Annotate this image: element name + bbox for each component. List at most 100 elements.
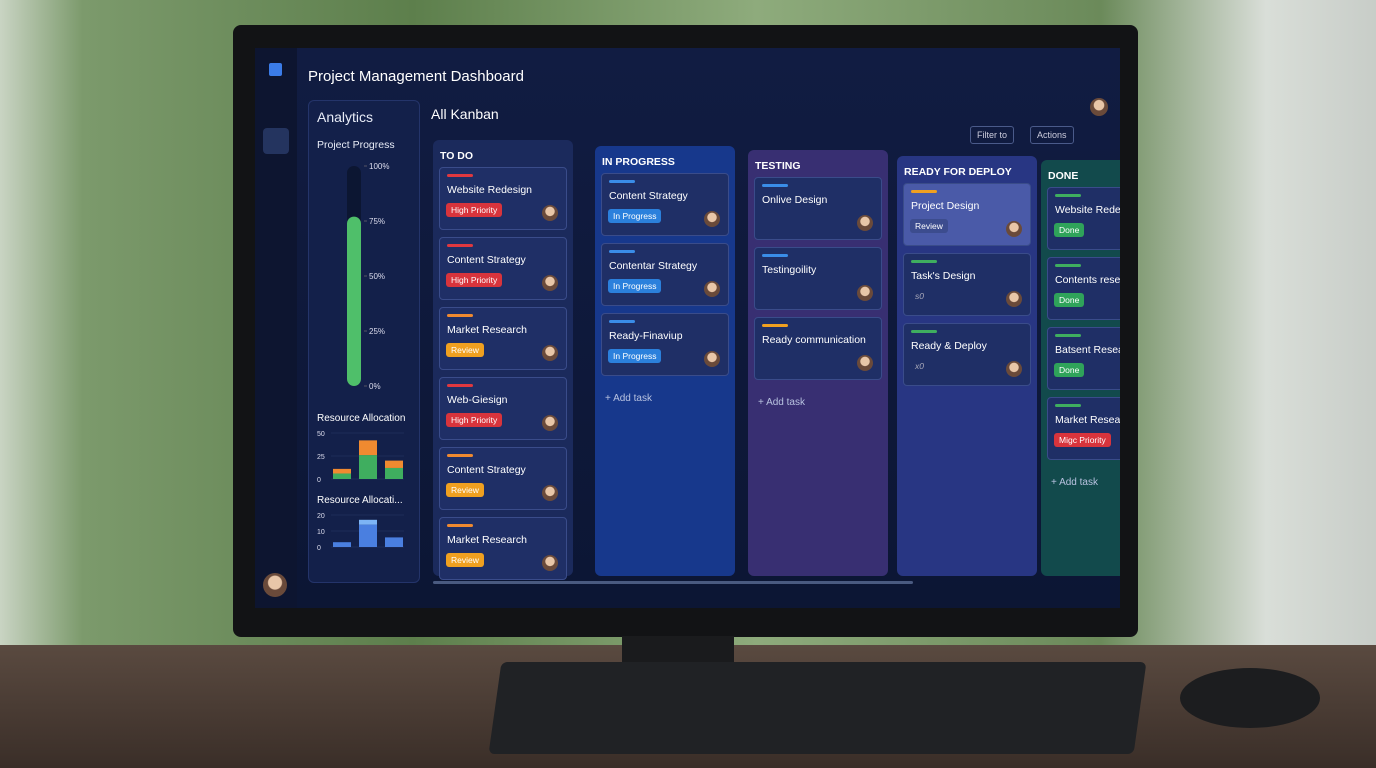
card-stripe bbox=[447, 174, 473, 177]
card-stripe bbox=[609, 180, 635, 183]
progress-fill bbox=[347, 216, 361, 386]
column-title: TO DO bbox=[440, 150, 474, 162]
assignee-avatar bbox=[1006, 291, 1022, 307]
card-stripe bbox=[609, 320, 635, 323]
profile-avatar[interactable] bbox=[1090, 98, 1108, 116]
task-card[interactable]: Market Research Review bbox=[439, 517, 567, 580]
task-card[interactable]: Testingoility bbox=[754, 247, 882, 310]
filter-button[interactable]: Filter to bbox=[970, 126, 1015, 144]
card-title: Market Research bbox=[447, 324, 527, 336]
bar bbox=[333, 473, 351, 479]
add-task[interactable]: + Add task bbox=[758, 397, 805, 408]
card-stripe bbox=[911, 260, 937, 263]
analytics-panel: Analytics Project Progress 100% 75% 50% 25%… bbox=[308, 100, 420, 583]
card-stripe bbox=[1055, 264, 1081, 267]
card-title: Website Redesign bbox=[447, 184, 533, 196]
kanban-column: IN PROGRESS Content Strategy In Progress Co… bbox=[595, 146, 735, 576]
add-task[interactable]: + Add task bbox=[605, 393, 652, 404]
assignee-avatar bbox=[542, 275, 558, 291]
add-task[interactable]: + Add task bbox=[1051, 477, 1098, 488]
assignee-avatar bbox=[542, 485, 558, 501]
y-tick-label: 0 bbox=[317, 545, 321, 552]
assignee-avatar bbox=[1006, 221, 1022, 237]
kanban-column: DONE Website Redesi Done Contents resea Done… bbox=[1041, 160, 1120, 576]
task-card[interactable]: Website Redesi Done bbox=[1047, 187, 1120, 250]
progress-chart: 100% 75% 50% 25% 0% bbox=[347, 162, 389, 391]
card-tag: Review bbox=[446, 483, 484, 497]
task-card[interactable]: Project Design Review bbox=[903, 183, 1031, 246]
task-card[interactable]: Ready & Deploy x0 bbox=[903, 323, 1031, 386]
task-card[interactable]: Onlive Design bbox=[754, 177, 882, 240]
assignee-avatar bbox=[857, 355, 873, 371]
tick-label: 25% bbox=[369, 327, 385, 336]
tick-label: 100% bbox=[369, 162, 389, 171]
card-tag: Done bbox=[1054, 293, 1085, 307]
card-title: Batsent Researc caskgign bbox=[1055, 344, 1120, 356]
card-title: Ready-Finaviup bbox=[609, 330, 683, 342]
card-tag: High Priority bbox=[446, 203, 503, 217]
card-tag: Done bbox=[1054, 363, 1085, 377]
scrollbar[interactable] bbox=[433, 581, 913, 584]
card-stripe bbox=[609, 250, 635, 253]
assignee-avatar bbox=[1006, 361, 1022, 377]
user-avatar[interactable] bbox=[263, 573, 287, 597]
task-card[interactable]: Website Redesign High Priority bbox=[439, 167, 567, 230]
card-tag: In Progress bbox=[608, 349, 662, 363]
sidebar bbox=[255, 48, 297, 608]
task-card[interactable]: Content Strategy In Progress bbox=[601, 173, 729, 236]
bar bbox=[385, 460, 403, 468]
assignee-avatar bbox=[542, 415, 558, 431]
column-title: READY FOR DEPLOY bbox=[904, 166, 1012, 178]
task-card[interactable]: Ready-Finaviup In Progress bbox=[601, 313, 729, 376]
card-title: Contents resea bbox=[1055, 274, 1120, 286]
assignee-avatar bbox=[704, 211, 720, 227]
card-stripe bbox=[911, 190, 937, 193]
board-title: All Kanban bbox=[431, 106, 499, 122]
bar bbox=[333, 468, 351, 474]
task-card[interactable]: Ready communication bbox=[754, 317, 882, 380]
assignee-avatar bbox=[704, 351, 720, 367]
task-card[interactable]: Content Strategy High Priority bbox=[439, 237, 567, 300]
card-title: Task's Design bbox=[911, 270, 976, 282]
task-card[interactable]: Contentar Strategy In Progress bbox=[601, 243, 729, 306]
bar bbox=[359, 440, 377, 456]
card-title: Market Researc bbox=[1055, 414, 1120, 426]
column-title: DONE bbox=[1048, 170, 1079, 182]
bar bbox=[385, 467, 403, 479]
card-tag: x0 bbox=[915, 361, 924, 371]
nav-active[interactable] bbox=[263, 128, 289, 154]
task-card[interactable]: Market Researc Migc Priority bbox=[1047, 397, 1120, 460]
bar bbox=[359, 519, 377, 525]
y-tick-label: 20 bbox=[317, 513, 325, 520]
card-tag: Review bbox=[910, 219, 948, 233]
task-card[interactable]: Contents resea Done bbox=[1047, 257, 1120, 320]
keyboard bbox=[488, 662, 1147, 754]
app-title: Project Management Dashboard bbox=[308, 68, 524, 85]
card-stripe bbox=[1055, 404, 1081, 407]
card-stripe bbox=[911, 330, 937, 333]
task-card[interactable]: Market Research Review bbox=[439, 307, 567, 370]
bar bbox=[333, 542, 351, 547]
card-title: Contentar Strategy bbox=[609, 260, 698, 272]
task-card[interactable]: Task's Design s0 bbox=[903, 253, 1031, 316]
card-title: Content Strategy bbox=[447, 254, 526, 266]
card-tag: In Progress bbox=[608, 279, 662, 293]
mouse bbox=[1180, 668, 1320, 728]
y-tick-label: 50 bbox=[317, 431, 325, 438]
bar bbox=[359, 524, 377, 547]
actions-button[interactable]: Actions bbox=[1030, 126, 1074, 144]
assignee-avatar bbox=[704, 281, 720, 297]
card-tag: Done bbox=[1054, 223, 1085, 237]
card-title: Content Strategy bbox=[609, 190, 688, 202]
card-stripe bbox=[1055, 334, 1081, 337]
assignee-avatar bbox=[857, 215, 873, 231]
chart-title: Resource Allocation bbox=[317, 413, 405, 424]
kanban-column: TESTING Onlive Design Testingoility Ready c… bbox=[748, 150, 888, 576]
task-card[interactable]: Batsent Researc caskgign Done bbox=[1047, 327, 1120, 390]
assignee-avatar bbox=[542, 555, 558, 571]
task-card[interactable]: Content Strategy Review bbox=[439, 447, 567, 510]
tick-label: 75% bbox=[369, 217, 385, 226]
task-card[interactable]: Web-Giesign High Priority bbox=[439, 377, 567, 440]
tick-label: 50% bbox=[369, 272, 385, 281]
